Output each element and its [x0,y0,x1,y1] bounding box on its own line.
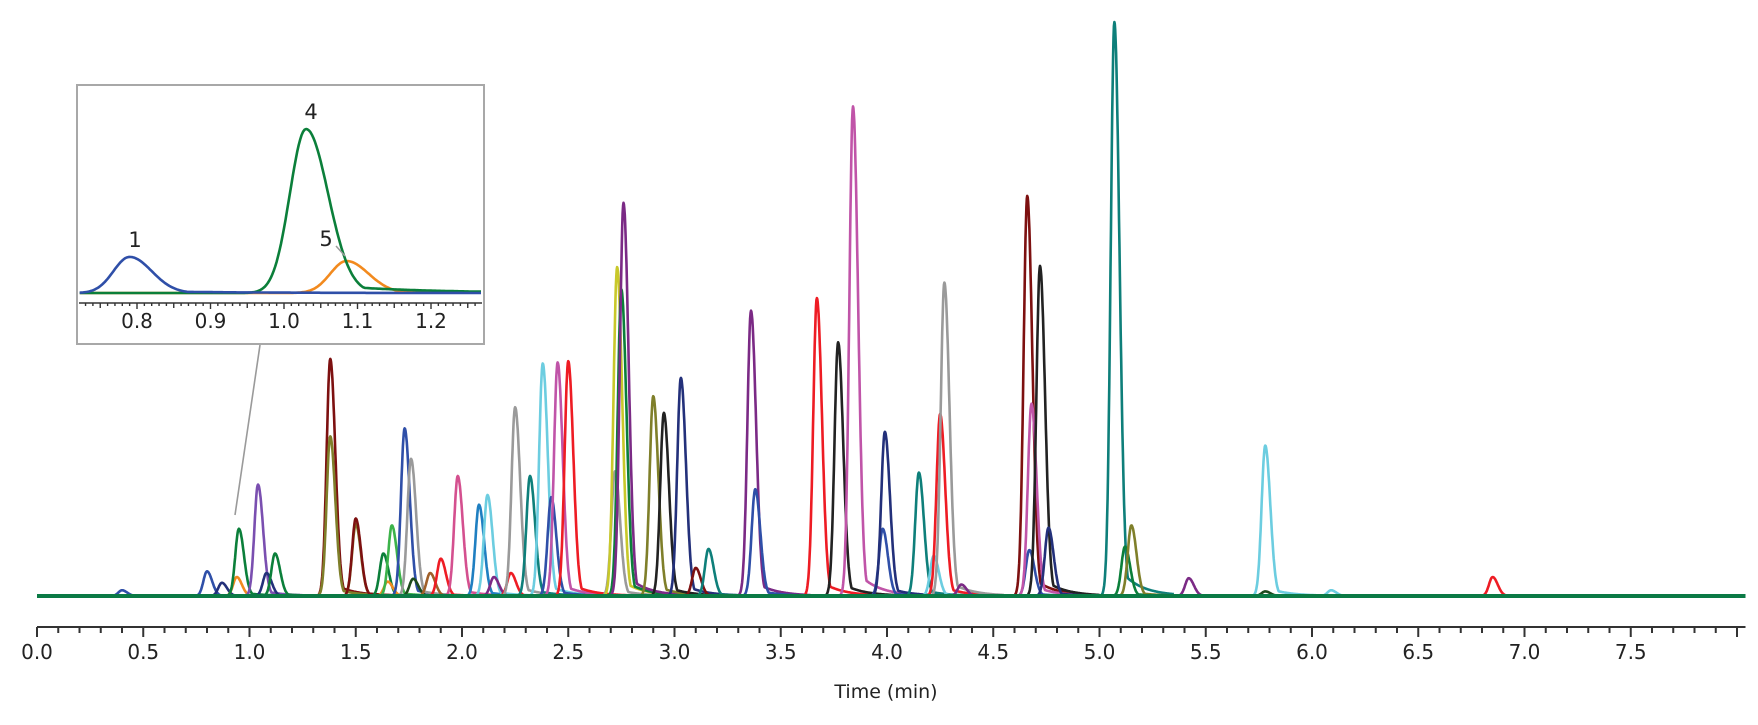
x-tick-label: 2.0 [446,640,478,664]
x-tick-label: 4.0 [871,640,903,664]
x-tick-label: 0.0 [21,640,53,664]
peak-trace-60 [1162,576,1250,598]
peak-trace-9 [303,435,391,598]
inset-tick-label: 0.8 [121,309,153,333]
peak-trace-8 [303,357,391,598]
x-axis-title: Time (min) [833,681,937,703]
x-tick-label: 2.5 [552,640,584,664]
x-tick-label: 6.5 [1402,640,1434,664]
peak-trace-50 [918,281,1005,598]
peak-label-4: 4 [304,100,317,124]
x-tick-label: 1.0 [234,640,266,664]
peak-trace-40 [724,309,812,598]
x-tick-label: 6.0 [1296,640,1328,664]
peak-trace-55 [1013,264,1101,598]
x-tick-label: 1.5 [340,640,372,664]
x-tick-label: 3.0 [659,640,691,664]
x-tick-label: 5.5 [1190,640,1222,664]
peak-trace-62 [1238,444,1326,598]
x-tick-label: 0.5 [127,640,159,664]
peak-trace-5 [231,483,318,598]
inset-peaks [79,127,481,295]
x-tick-label: 4.5 [977,640,1009,664]
x-tick-label: 5.0 [1084,640,1116,664]
x-tick-label: 7.0 [1509,640,1541,664]
inset-tick-label: 1.0 [268,309,300,333]
inset-tick-label: 0.9 [195,309,227,333]
inset-frame [76,84,485,345]
x-tick-label: 3.5 [765,640,797,664]
inset-peak-4 [79,127,481,295]
peak-label-1: 1 [128,228,141,252]
inset-leader-line [234,344,261,516]
peak-trace-56 [1022,526,1109,598]
inset-zoom-panel: 0.8 0.9 1.0 1.1 1.2 1 4 5 [76,84,485,345]
inset-x-axis: 0.8 0.9 1.0 1.1 1.2 [79,302,482,333]
peak-trace-64 [1466,575,1553,598]
inset-peak-1 [79,255,481,295]
inset-tick-label: 1.2 [415,309,447,333]
peak-5-leader [335,245,346,257]
peak-label-5: 5 [319,227,332,251]
inset-tick-label: 1.1 [342,309,374,333]
peak-trace-43 [811,341,899,598]
peak-trace-57 [1088,20,1175,598]
x-tick-label: 7.5 [1615,640,1647,664]
x-axis: 0.0 0.5 1.0 1.5 2.0 2.5 3.0 3.5 4.0 4.5 5.0 5.5 6.0 6… [21,626,1746,664]
